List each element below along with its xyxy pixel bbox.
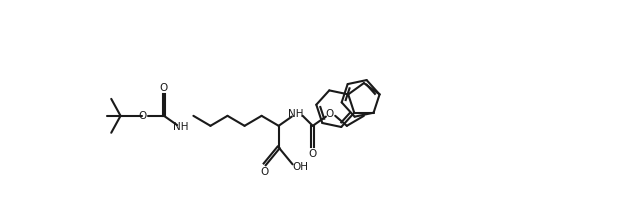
Text: O: O xyxy=(325,109,334,119)
Text: O: O xyxy=(261,167,269,177)
Text: NH: NH xyxy=(173,122,189,132)
Text: O: O xyxy=(309,149,317,159)
Text: NH: NH xyxy=(288,109,304,119)
Text: O: O xyxy=(138,111,146,121)
Text: OH: OH xyxy=(292,162,308,172)
Text: O: O xyxy=(160,83,168,93)
